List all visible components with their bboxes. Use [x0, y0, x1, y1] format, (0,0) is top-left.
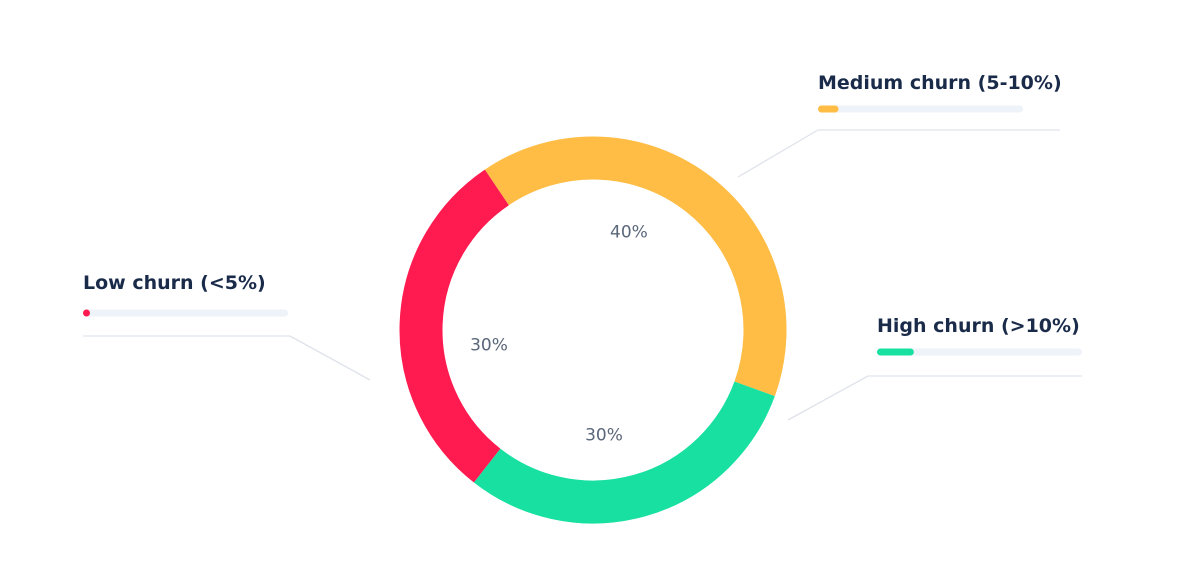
legend-bar-fill [818, 105, 839, 113]
donut-slice-labels: 40% 30% 30% [470, 222, 648, 445]
legend-bar-track [877, 348, 1082, 356]
legend-bar-track [818, 105, 1023, 113]
legend-group: Medium churn (5-10%) High churn (>10%) Low… [83, 72, 1082, 421]
legend-label: High churn (>10%) [877, 315, 1080, 337]
legend-item-medium: Medium churn (5-10%) [737, 72, 1062, 178]
leader-line [289, 335, 371, 381]
legend-bar-fill [83, 309, 90, 317]
legend-bar-track [83, 309, 288, 317]
slice-value-label: 30% [470, 336, 508, 356]
slice-value-label: 40% [610, 222, 648, 242]
slice-value-label: 30% [585, 425, 623, 445]
legend-label: Low churn (<5%) [83, 272, 266, 294]
donut-slices [399, 136, 787, 524]
donut-slice-high [473, 381, 775, 524]
donut-slice-low [399, 169, 510, 483]
legend-label: Medium churn (5-10%) [818, 72, 1062, 94]
leader-line [787, 375, 869, 421]
legend-bar-fill [877, 348, 914, 356]
legend-item-low: Low churn (<5%) [83, 272, 371, 381]
leader-line [737, 129, 819, 178]
donut-slice-medium [484, 136, 787, 397]
legend-item-high: High churn (>10%) [787, 315, 1082, 421]
